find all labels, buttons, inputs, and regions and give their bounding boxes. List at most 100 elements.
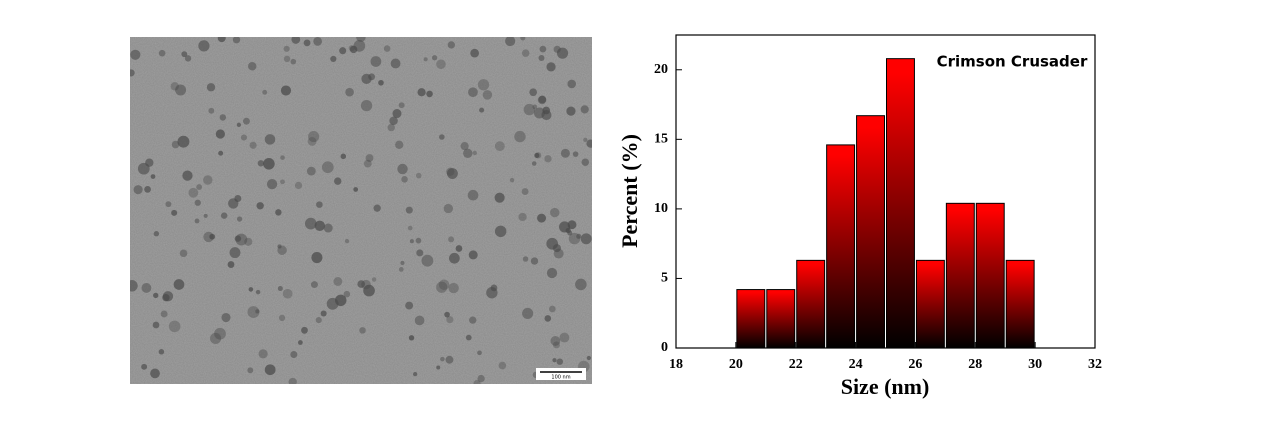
particle [280,155,285,160]
particle [556,47,569,59]
particle [313,37,322,46]
particle [553,248,564,259]
particle [436,59,446,70]
particle [415,237,422,244]
particle [370,56,382,67]
particle [353,187,359,192]
particle [559,332,570,343]
particle [137,162,150,175]
particle [436,281,448,293]
particle [580,233,592,245]
particle [184,55,192,62]
particle [477,350,482,356]
plot-frame [675,34,1096,349]
particle [521,188,529,196]
particle [175,84,187,96]
particle [575,278,587,291]
particle [532,104,538,110]
particle [460,142,469,151]
x-tick-label: 20 [729,357,743,372]
particle [264,134,276,145]
particle [133,185,143,195]
particle [522,256,529,262]
particle [344,238,350,244]
particle [353,40,366,52]
particle [546,237,559,250]
particle [165,201,172,208]
particle [326,297,339,310]
particle [203,213,208,218]
particle [448,282,459,294]
particle [401,176,408,183]
particle [477,374,485,383]
particle [206,83,216,92]
particle [310,281,318,289]
micrograph [130,37,592,384]
particle [472,150,477,156]
particle [171,140,180,149]
scale-bar-box [536,368,586,380]
particle [219,114,227,121]
x-tick-label: 18 [669,357,683,372]
particle [255,289,261,295]
particle [130,69,135,77]
particle [373,204,381,212]
particle [208,107,215,114]
particle [438,279,450,291]
particle [278,314,286,322]
particle [542,106,551,115]
y-tick-label: 5 [661,271,668,286]
y-tick-label: 10 [654,201,668,216]
particle [539,45,547,53]
particle [521,49,530,57]
bar [1005,259,1035,349]
particle [160,310,168,318]
particle [247,367,254,374]
particle [168,320,181,333]
y-axis-label: Percent (%) [617,134,642,248]
particle [465,334,472,341]
particle [449,252,460,264]
particle [548,305,556,313]
particle [522,307,534,319]
particle [275,209,282,216]
particle [249,141,257,149]
particle [363,159,372,168]
particle [398,267,404,272]
particle [215,129,225,139]
particle [173,279,185,290]
particle [444,311,450,318]
particle [306,166,316,176]
particle [518,212,527,222]
particle [537,213,547,223]
particle [470,48,479,58]
x-tick-label: 30 [1028,357,1042,372]
particle [566,106,576,116]
particle [490,284,498,292]
particle [311,251,323,264]
particle [448,236,455,243]
particle [407,225,413,231]
particle [227,261,235,268]
particle [446,316,454,324]
particle [417,88,426,97]
particle [323,223,333,233]
particle [181,51,188,58]
particle [288,377,297,384]
particle [303,39,311,47]
particle [258,349,268,359]
particle [283,45,290,52]
particle [446,168,458,179]
particle [409,239,414,244]
y-tick-label: 15 [654,132,668,147]
particle [580,105,589,114]
particle [257,160,265,167]
particle [263,158,275,170]
particle [333,277,343,286]
particle [494,192,505,203]
x-tick-label: 26 [908,357,922,372]
particle [531,161,537,166]
particle [365,154,374,162]
particle [467,189,479,201]
